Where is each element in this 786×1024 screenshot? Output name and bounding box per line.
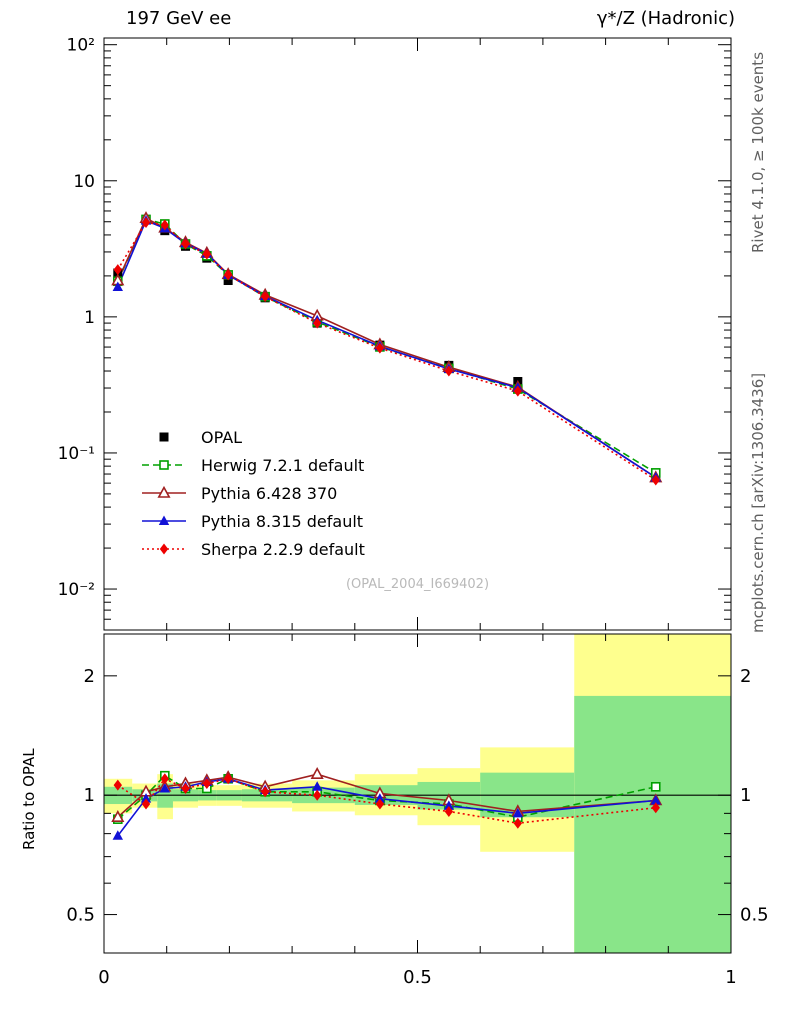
legend-item-sherpa-2-2-9-default: Sherpa 2.2.9 default xyxy=(141,535,365,563)
legend-item-pythia-8-315-default: Pythia 8.315 default xyxy=(141,507,365,535)
marker-sherpa-2-2-9-default xyxy=(141,216,151,228)
uncertainty-bands xyxy=(104,634,731,953)
ratio-marker-sherpa-2-2-9-default xyxy=(513,817,523,829)
ratio-marker-sherpa-2-2-9-default xyxy=(444,805,454,817)
ratio-ytick-label-left: 1 xyxy=(84,785,95,806)
marker-sherpa-2-2-9-default xyxy=(651,474,660,486)
marker-sherpa-2-2-9-default xyxy=(113,264,122,276)
legend-label: Herwig 7.2.1 default xyxy=(201,455,365,475)
title-left: 197 GeV ee xyxy=(126,8,232,29)
legend-label: Pythia 6.428 370 xyxy=(201,483,338,503)
ratio-marker-pythia-8-315-default xyxy=(374,793,386,803)
legend-label: Pythia 8.315 default xyxy=(201,511,364,531)
ratio-marker-pythia-6-428-370 xyxy=(111,810,125,823)
ratio-marker-sherpa-2-2-9-default xyxy=(260,786,270,798)
legend-marker-herwig-7-2-1-default xyxy=(142,460,186,470)
legend-symbol xyxy=(159,543,169,555)
ratio-marker-sherpa-2-2-9-default xyxy=(181,782,190,794)
main-ytick-label: 10 xyxy=(73,172,95,192)
marker-sherpa-2-2-9-default xyxy=(181,238,190,250)
main-ytick-label: 10² xyxy=(67,36,95,56)
ratio-marker-pythia-8-315-default xyxy=(650,794,661,805)
legend-symbol xyxy=(158,515,170,525)
ratio-ytick-label-right: 1 xyxy=(740,785,751,806)
marker-sherpa-2-2-9-default xyxy=(375,342,385,354)
marker-sherpa-2-2-9-default xyxy=(312,317,322,329)
marker-opal xyxy=(223,276,233,286)
marker-sherpa-2-2-9-default xyxy=(223,269,233,281)
ratio-marker-herwig-7-2-1-default xyxy=(650,782,661,792)
series-markers xyxy=(111,211,663,840)
xtick-label: 1 xyxy=(725,967,736,988)
ratio-marker-pythia-8-315-default xyxy=(311,781,323,791)
ratio-marker-pythia-6-428-370 xyxy=(310,766,324,779)
marker-sherpa-2-2-9-default xyxy=(202,248,212,260)
ratio-marker-pythia-8-315-default xyxy=(512,807,524,818)
marker-sherpa-2-2-9-default xyxy=(513,385,523,397)
legend: OPAL Herwig 7.2.1 default Pythia 6.428 370… xyxy=(141,423,365,563)
ratio-ytick-label-right: 2 xyxy=(740,666,751,687)
legend-marker-opal xyxy=(159,432,169,442)
ratio-marker-sherpa-2-2-9-default xyxy=(202,778,212,790)
legend-item-opal: OPAL xyxy=(141,423,365,451)
marker-pythia-8-315-default xyxy=(112,281,123,291)
ratio-marker-pythia-8-315-default xyxy=(159,782,171,793)
ratio-marker-pythia-8-315-default xyxy=(112,830,123,840)
ratio-marker-pythia-8-315-default xyxy=(443,800,455,810)
rivet-version-label: Rivet 4.1.0, ≥ 100k events xyxy=(749,51,767,253)
legend-item-pythia-6-428-370: Pythia 6.428 370 xyxy=(141,479,365,507)
ratio-ytick-label-right: 0.5 xyxy=(740,905,769,926)
ratio-marker-sherpa-2-2-9-default xyxy=(160,773,170,785)
marker-sherpa-2-2-9-default xyxy=(444,365,454,377)
xtick-label: 0.5 xyxy=(403,967,432,988)
legend-symbol xyxy=(159,460,169,470)
ratio-ytick-label-left: 2 xyxy=(84,666,95,687)
ratio-marker-pythia-8-315-default xyxy=(140,793,152,803)
band-inner xyxy=(574,695,731,953)
marker-sherpa-2-2-9-default xyxy=(260,291,270,303)
legend-item-herwig-7-2-1-default: Herwig 7.2.1 default xyxy=(141,451,365,479)
ratio-ytick-label-left: 0.5 xyxy=(66,905,95,926)
ratio-line-sherpa-2-2-9-default xyxy=(117,777,656,825)
ratio-marker-sherpa-2-2-9-default xyxy=(223,773,233,785)
legend-marker-sherpa-2-2-9-default xyxy=(142,543,186,555)
plot-header: 197 GeV ee γ*/Z (Hadronic) xyxy=(104,8,735,29)
ratio-axis-title: Ratio to OPAL xyxy=(20,748,38,850)
legend-label: Sherpa 2.2.9 default xyxy=(201,539,365,559)
axis-ticks xyxy=(103,38,732,953)
ratio-marker-sherpa-2-2-9-default xyxy=(312,789,322,801)
axis-labels: 10² 10 1 10⁻¹ 10⁻² 2 2 1 1 0.5 0.5 0 0.5 1 xyxy=(58,36,769,988)
title-right: γ*/Z (Hadronic) xyxy=(596,8,735,29)
mcplots-credit-label: mcplots.cern.ch [arXiv:1306.3436] xyxy=(749,372,767,633)
legend-symbol xyxy=(159,432,169,442)
ratio-marker-sherpa-2-2-9-default xyxy=(113,779,122,791)
main-ytick-label: 10⁻² xyxy=(58,580,95,600)
main-ytick-label: 10⁻¹ xyxy=(58,444,95,464)
ratio-marker-sherpa-2-2-9-default xyxy=(651,802,660,814)
xtick-label: 0 xyxy=(98,967,109,988)
legend-marker-pythia-8-315-default xyxy=(142,515,186,525)
legend-marker-pythia-6-428-370 xyxy=(142,485,186,498)
main-ytick-label: 1 xyxy=(84,308,95,328)
ratio-marker-sherpa-2-2-9-default xyxy=(375,798,385,810)
legend-symbol xyxy=(157,485,171,498)
analysis-id-watermark: (OPAL_2004_I669402) xyxy=(345,577,490,592)
ratio-marker-sherpa-2-2-9-default xyxy=(141,798,151,810)
marker-sherpa-2-2-9-default xyxy=(160,219,170,231)
legend-label: OPAL xyxy=(201,427,243,447)
